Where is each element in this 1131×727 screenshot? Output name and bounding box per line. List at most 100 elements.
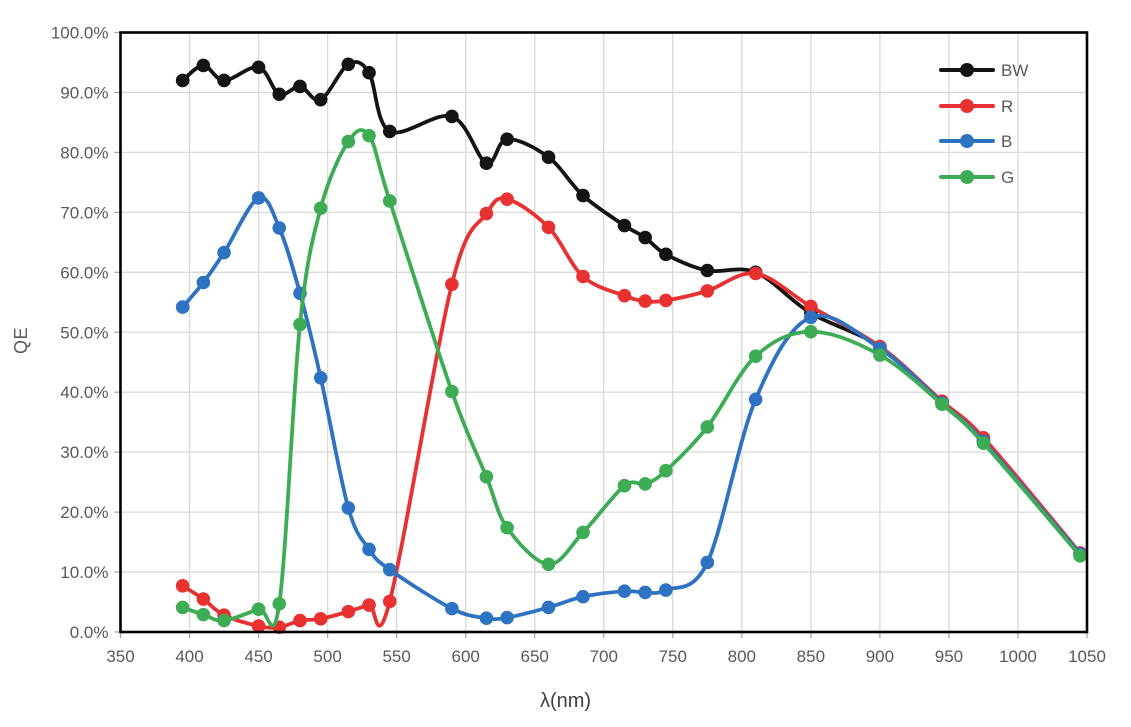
- series-marker-G: [341, 134, 356, 149]
- series-marker-G: [382, 194, 397, 208]
- series-marker-BW: [479, 156, 494, 170]
- y-tick-label: 10.0%: [60, 563, 108, 582]
- series-marker-B: [659, 583, 673, 597]
- series-marker-G: [1073, 549, 1087, 563]
- series-marker-BW: [541, 150, 556, 164]
- series-marker-G: [479, 469, 494, 484]
- y-tick-label: 80.0%: [60, 143, 108, 162]
- series-marker-R: [313, 612, 328, 626]
- series-marker-G: [251, 602, 266, 617]
- series-marker-B: [638, 585, 652, 600]
- series-marker-B: [617, 584, 632, 599]
- x-tick-label: 400: [175, 647, 203, 666]
- series-marker-B: [576, 589, 590, 604]
- series-marker-G: [362, 128, 376, 143]
- series-marker-G: [217, 613, 231, 628]
- x-tick-label: 950: [935, 647, 963, 666]
- x-axis-title: λ(nm): [539, 690, 592, 712]
- series-marker-G: [617, 478, 632, 493]
- series-marker-R: [500, 192, 514, 206]
- x-tick-label: 1050: [1068, 647, 1106, 666]
- series-marker-R: [659, 293, 673, 308]
- series-marker-G: [873, 348, 887, 362]
- y-tick-label: 90.0%: [60, 83, 108, 102]
- series-marker-BW: [272, 87, 287, 102]
- series-marker-R: [541, 220, 556, 235]
- series-marker-B: [313, 371, 328, 385]
- x-tick-label: 450: [244, 647, 272, 666]
- series-marker-R: [382, 594, 397, 609]
- series-marker-BW: [576, 188, 590, 203]
- series-marker-B: [217, 245, 231, 260]
- series-marker-B: [341, 501, 356, 515]
- series-marker-BW: [251, 60, 266, 75]
- y-tick-label: 60.0%: [60, 263, 108, 282]
- legend-marker-R: [960, 99, 974, 113]
- legend-label-R: R: [1001, 97, 1013, 116]
- series-line-R: [180, 196, 1082, 630]
- legend-marker-BW: [960, 63, 974, 77]
- x-tick-label: 600: [451, 647, 479, 666]
- series-marker-G: [700, 420, 715, 434]
- series-marker-B: [445, 601, 459, 616]
- series-line-BW: [180, 60, 1082, 556]
- series-marker-R: [251, 619, 266, 633]
- series-marker-G: [272, 597, 287, 611]
- legend-label-BW: BW: [1001, 61, 1028, 80]
- series-marker-R: [576, 269, 590, 284]
- series-marker-G: [576, 525, 590, 540]
- series-marker-G: [638, 477, 652, 491]
- y-tick-label: 30.0%: [60, 443, 108, 462]
- y-axis-title: QE: [11, 326, 32, 355]
- y-tick-label: 20.0%: [60, 503, 108, 522]
- series-marker-G: [196, 607, 211, 622]
- series-marker-B: [479, 611, 494, 626]
- x-tick-label: 350: [106, 647, 134, 666]
- series-marker-R: [617, 288, 632, 303]
- series-marker-R: [479, 206, 494, 221]
- series-marker-B: [272, 221, 287, 235]
- series-marker-B: [362, 542, 376, 557]
- series-marker-BW: [217, 73, 231, 88]
- series-marker-G: [445, 384, 459, 399]
- x-tick-label: 1000: [999, 647, 1037, 666]
- series-marker-B: [175, 300, 190, 314]
- series-marker-G: [748, 349, 763, 364]
- y-tick-label: 40.0%: [60, 383, 108, 402]
- series-marker-R: [445, 277, 459, 292]
- legend-label-G: G: [1001, 168, 1014, 187]
- series-marker-BW: [362, 65, 376, 80]
- series-marker-G: [175, 600, 190, 615]
- series-marker-BW: [500, 132, 514, 147]
- x-tick-label: 550: [382, 647, 410, 666]
- series-marker-R: [638, 294, 652, 308]
- series-marker-B: [748, 392, 763, 407]
- series-marker-B: [196, 275, 211, 290]
- series-marker-B: [500, 610, 514, 625]
- series-marker-BW: [293, 79, 307, 94]
- series-marker-B: [541, 600, 556, 615]
- series-marker-BW: [638, 230, 652, 245]
- series-marker-R: [175, 579, 190, 593]
- series-marker-R: [341, 604, 356, 619]
- x-tick-label: 500: [313, 647, 341, 666]
- y-tick-label: 50.0%: [60, 323, 108, 342]
- x-tick-label: 850: [797, 647, 825, 666]
- series-marker-B: [700, 555, 715, 570]
- series-marker-G: [500, 520, 514, 535]
- x-tick-label: 750: [659, 647, 687, 666]
- series-marker-G: [293, 317, 307, 332]
- series-marker-G: [541, 557, 556, 572]
- series-marker-BW: [175, 73, 190, 88]
- legend-marker-B: [960, 134, 974, 148]
- legend-marker-G: [960, 170, 974, 184]
- series-marker-BW: [617, 218, 632, 233]
- series-marker-G: [976, 436, 991, 450]
- series-marker-BW: [382, 124, 397, 139]
- series-marker-R: [293, 613, 307, 628]
- y-tick-label: 70.0%: [60, 203, 108, 222]
- x-tick-label: 650: [521, 647, 549, 666]
- series-marker-B: [382, 562, 397, 577]
